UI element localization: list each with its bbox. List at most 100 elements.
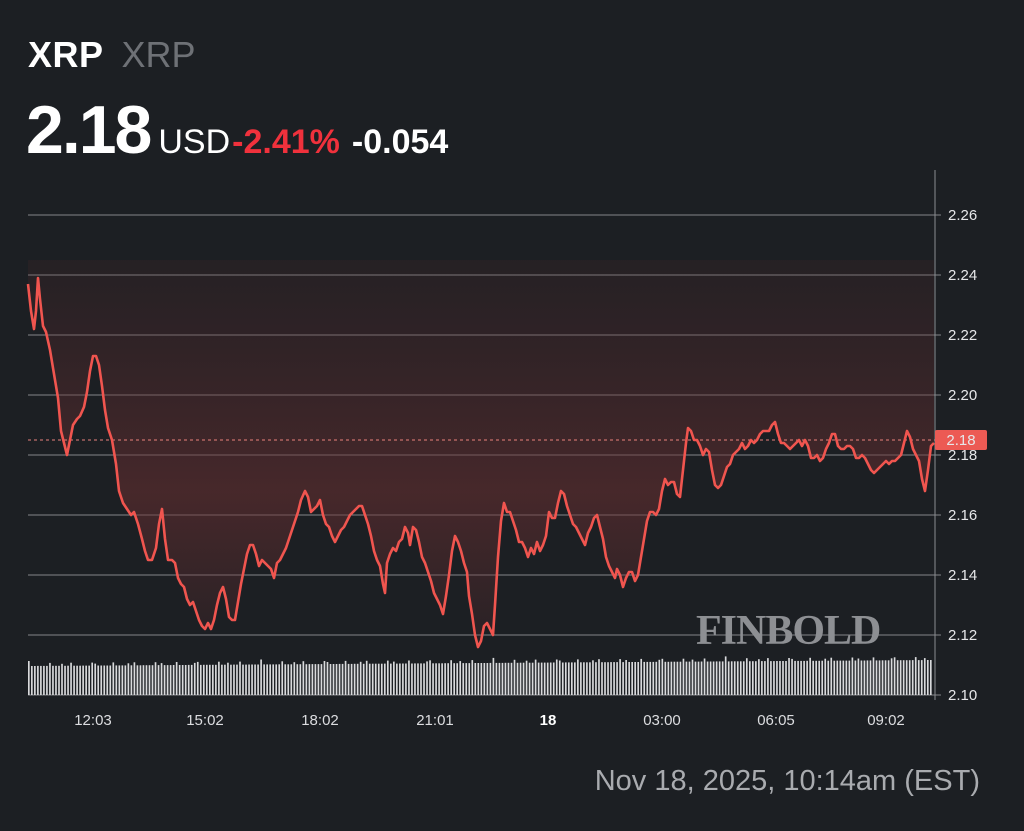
- x-axis-ticks: 12:03 15:02 18:02 21:01 18 03:00 06:05 09:02: [74, 712, 905, 729]
- volume-bar: [552, 662, 555, 695]
- volume-bar: [649, 661, 652, 695]
- volume-bar: [676, 661, 679, 695]
- volume-bar: [564, 662, 567, 695]
- volume-bar: [160, 663, 163, 695]
- volume-bar: [151, 665, 154, 695]
- volume-bar: [212, 664, 214, 695]
- percent-change: -2.41%: [232, 123, 340, 161]
- volume-bar: [269, 664, 271, 695]
- volume-bar: [601, 662, 603, 695]
- y-tick-label: 2.10: [948, 687, 977, 704]
- volume-bar: [85, 665, 87, 695]
- volume-bar: [133, 662, 136, 695]
- timestamp: Nov 18, 2025, 10:14am (EST): [594, 765, 980, 797]
- volume-bar: [362, 663, 365, 695]
- volume-bar: [755, 661, 757, 695]
- volume-bar: [251, 664, 253, 695]
- volume-bar: [812, 660, 814, 695]
- volume-bar: [202, 664, 205, 695]
- volume-bar: [779, 661, 781, 695]
- volume-bar: [40, 665, 42, 695]
- volume-bar: [803, 660, 805, 695]
- volume-bar: [685, 661, 688, 695]
- volume-bar: [899, 660, 902, 695]
- volume-bar: [79, 665, 81, 695]
- volume-bar: [67, 665, 69, 695]
- volume-bar: [580, 662, 582, 695]
- x-tick-label: 18:02: [301, 712, 339, 729]
- volume-bar: [914, 657, 917, 695]
- volume-bar: [583, 662, 585, 695]
- volume-bar: [866, 660, 869, 695]
- volume-bar: [323, 661, 326, 695]
- volume-bar: [555, 659, 558, 695]
- volume-bar: [423, 663, 425, 695]
- volume-bar: [230, 664, 232, 695]
- volume-bar: [767, 658, 769, 695]
- volume-bar: [245, 664, 247, 695]
- volume-bar: [748, 661, 751, 695]
- volume-bars: [28, 656, 932, 695]
- volume-bar: [824, 658, 827, 695]
- volume-bar: [724, 656, 727, 695]
- volume-bar: [305, 664, 308, 695]
- volume-bar: [504, 662, 507, 695]
- volume-bar: [483, 663, 486, 695]
- volume-bar: [148, 665, 151, 695]
- y-tick-label: 2.18: [948, 447, 977, 464]
- volume-bar: [184, 665, 187, 695]
- volume-bar: [607, 662, 609, 695]
- volume-bar: [380, 663, 383, 695]
- volume-bar: [55, 665, 57, 695]
- finbold-watermark: FINBOLD: [696, 608, 880, 654]
- volume-bar: [492, 657, 495, 695]
- volume-bar: [199, 664, 202, 695]
- volume-bar: [598, 659, 600, 695]
- volume-bar: [317, 664, 320, 695]
- volume-bar: [338, 663, 341, 695]
- volume-bar: [833, 660, 836, 695]
- volume-bar: [893, 657, 896, 695]
- price-chart[interactable]: 2.26 2.24 2.22 2.20 2.18 2.16 2.14 2.12 2.10 12:…: [0, 0, 1024, 760]
- volume-bar: [450, 660, 452, 695]
- ticker-name: XRP: [121, 34, 196, 75]
- volume-bar: [109, 665, 112, 695]
- volume-bar: [540, 662, 543, 695]
- y-tick-label: 2.20: [948, 387, 977, 404]
- volume-bar: [76, 665, 78, 695]
- volume-bar: [860, 660, 863, 695]
- volume-bar: [112, 662, 115, 695]
- x-tick-label: 15:02: [186, 712, 224, 729]
- volume-bar: [272, 664, 275, 695]
- volume-bar: [414, 663, 416, 695]
- volume-bar: [604, 662, 606, 695]
- volume-bar: [224, 664, 226, 695]
- volume-bar: [510, 662, 513, 695]
- volume-bar: [468, 663, 471, 695]
- volume-bar: [209, 664, 211, 695]
- volume-bar: [441, 663, 443, 695]
- volume-bar: [73, 665, 75, 695]
- volume-bar: [383, 663, 386, 695]
- volume-bar: [260, 659, 262, 695]
- volume-bar: [574, 662, 576, 695]
- volume-bar: [190, 664, 193, 695]
- volume-bar: [341, 663, 344, 695]
- current-price-tag: 2.18: [935, 430, 987, 450]
- volume-bar: [218, 661, 220, 695]
- volume-bar: [157, 665, 160, 695]
- volume-bar: [420, 663, 422, 695]
- volume-bar: [522, 662, 525, 695]
- volume-bar: [284, 664, 287, 695]
- volume-bar: [610, 662, 612, 695]
- volume-bar: [706, 661, 709, 695]
- volume-bar: [447, 663, 449, 695]
- volume-bar: [365, 660, 368, 695]
- volume-bar: [296, 664, 299, 695]
- volume-bar: [118, 665, 121, 695]
- volume-bar: [254, 664, 256, 695]
- volume-bar: [836, 660, 839, 695]
- volume-bar: [187, 664, 190, 695]
- volume-bar: [91, 662, 94, 695]
- volume-bar: [61, 663, 63, 695]
